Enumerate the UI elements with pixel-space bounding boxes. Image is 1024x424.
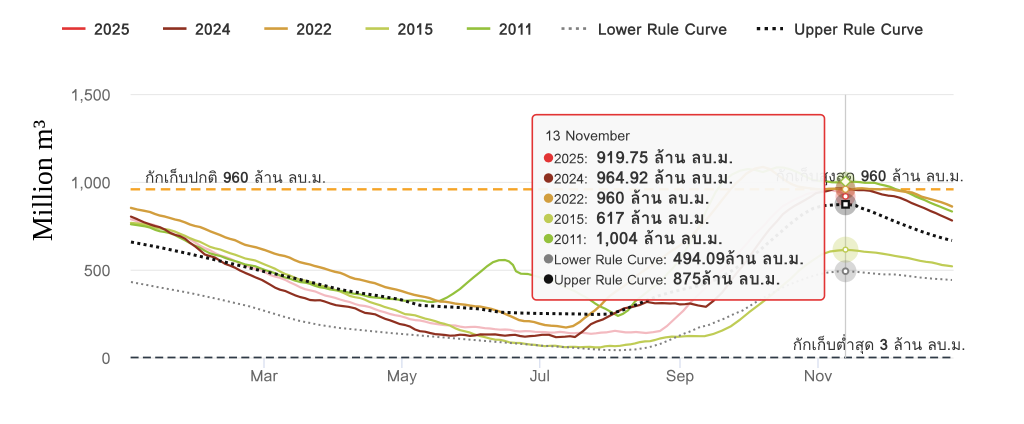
svg-text:Million m³: Million m³ — [28, 120, 59, 241]
